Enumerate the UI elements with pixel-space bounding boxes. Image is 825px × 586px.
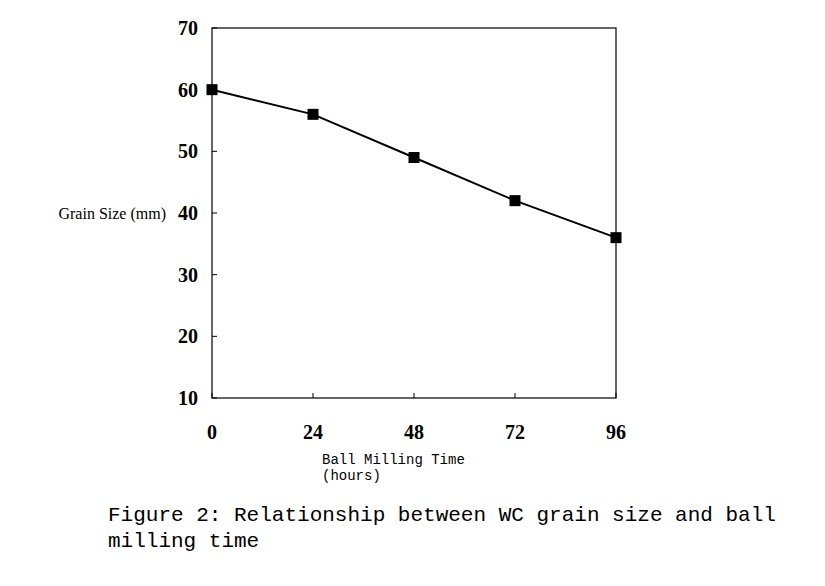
- x-tick: [414, 393, 415, 398]
- y-tick: [212, 274, 217, 275]
- x-tick-label: 0: [207, 421, 217, 443]
- y-tick-label: 30: [178, 264, 198, 286]
- y-tick: [212, 213, 217, 214]
- y-tick-label: 20: [178, 325, 198, 347]
- caption: Figure 2: Relationship between WC grain …: [108, 503, 808, 555]
- x-tick-label: 48: [404, 421, 424, 443]
- y-tick-label: 40: [178, 202, 198, 224]
- y-tick-label: 70: [178, 17, 198, 39]
- background: [0, 0, 825, 586]
- data-point: [409, 152, 420, 163]
- x-tick: [212, 393, 213, 398]
- plot-frame: [212, 28, 616, 398]
- x-axis-label-line: Ball Milling Time: [322, 452, 465, 468]
- y-tick-label: 50: [178, 140, 198, 162]
- x-tick: [313, 393, 314, 398]
- data-point: [611, 232, 622, 243]
- y-tick: [212, 151, 217, 152]
- data-point: [308, 109, 319, 120]
- data-point: [510, 195, 521, 206]
- data-line: [212, 90, 616, 238]
- x-tick: [616, 393, 617, 398]
- x-tick-label: 72: [505, 421, 525, 443]
- x-axis-label: Ball Milling Time(hours): [322, 452, 465, 484]
- y-tick: [212, 336, 217, 337]
- y-tick: [212, 398, 217, 399]
- chart: 10 20 30 40 50 60 70 0 24 48 72 96 Grain Size (mm) Ba…: [0, 0, 825, 586]
- y-axis-label: Grain Size (mm): [58, 205, 166, 223]
- x-axis-label-line: (hours): [322, 468, 381, 484]
- y-tick-label: 60: [178, 79, 198, 101]
- x-tick: [515, 393, 516, 398]
- y-tick: [212, 28, 217, 29]
- plot-data: [207, 84, 622, 243]
- y-tick-label: 10: [178, 387, 198, 409]
- x-tick-label: 24: [303, 421, 323, 443]
- x-tick-label: 96: [606, 421, 626, 443]
- data-point: [207, 84, 218, 95]
